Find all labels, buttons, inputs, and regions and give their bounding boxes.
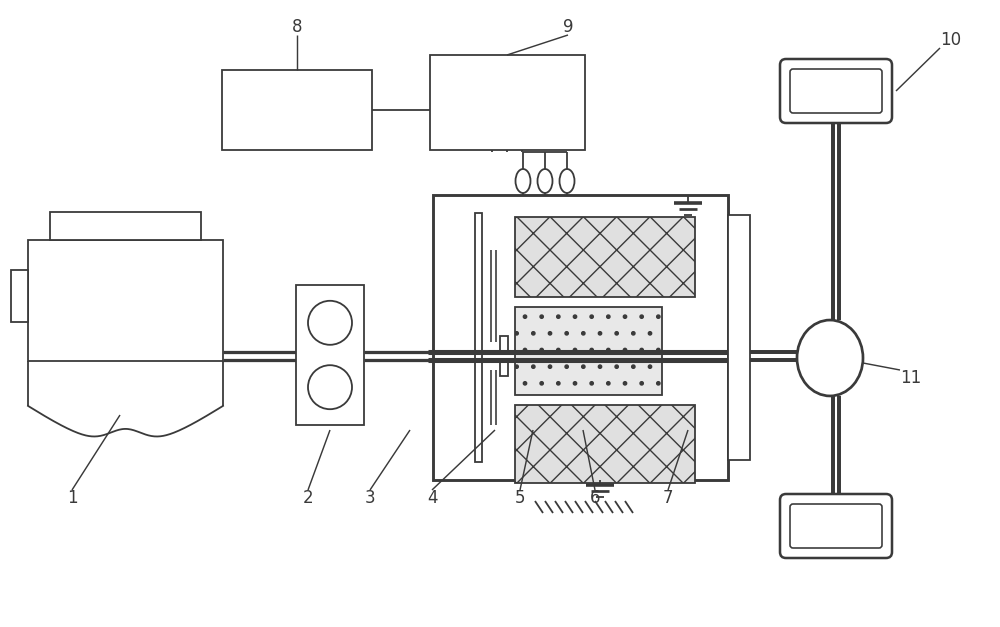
Bar [515,217,695,297]
Bar [515,405,695,483]
FancyBboxPatch shape [780,494,892,558]
Bar [222,70,372,150]
FancyBboxPatch shape [790,504,882,548]
Text: 10: 10 [940,31,961,49]
FancyBboxPatch shape [790,69,882,113]
Text: 6: 6 [590,489,600,507]
Text: 3: 3 [365,489,375,507]
Bar [500,336,508,352]
Text: 1: 1 [67,489,77,507]
Text: 7: 7 [663,489,673,507]
Bar [28,240,223,361]
Bar [430,55,585,150]
Bar [500,360,508,376]
Text: 5: 5 [515,489,525,507]
Text: 2: 2 [303,489,313,507]
Text: 4: 4 [427,489,437,507]
Text: 8: 8 [292,18,302,36]
Bar [296,285,364,425]
Bar [11,270,28,322]
Bar [515,307,662,395]
Bar [475,213,482,462]
Bar [433,195,728,480]
FancyBboxPatch shape [780,59,892,123]
Text: 9: 9 [563,18,573,36]
Text: 11: 11 [900,369,921,387]
Bar [728,215,750,460]
Bar [50,212,201,240]
